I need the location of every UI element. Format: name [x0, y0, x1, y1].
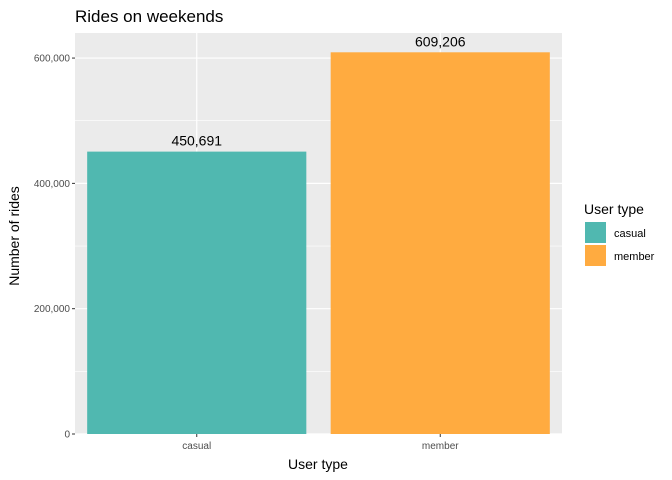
data-label-member: 609,206 [415, 33, 466, 49]
x-tick-label: casual [182, 441, 211, 452]
y-axis-title: Number of rides [6, 186, 22, 286]
legend-key-member [585, 245, 606, 266]
x-axis-title: User type [288, 456, 348, 472]
legend: User type casual member [584, 201, 655, 266]
data-label-casual: 450,691 [171, 133, 222, 149]
x-axis: casual member [182, 434, 459, 452]
bars [87, 52, 550, 434]
legend-label-member: member [614, 251, 655, 263]
legend-key-casual [585, 222, 606, 243]
y-tick-label: 400,000 [34, 179, 71, 190]
x-tick-label: member [422, 441, 459, 452]
chart-title: Rides on weekends [75, 7, 223, 26]
y-tick-label: 200,000 [34, 304, 71, 315]
y-tick-label: 0 [64, 430, 70, 441]
bar-casual [87, 151, 307, 434]
legend-label-casual: casual [614, 228, 646, 240]
data-labels: 450,691 609,206 [171, 33, 465, 148]
y-tick-label: 600,000 [34, 54, 71, 65]
bar-member [330, 52, 550, 434]
y-axis: 0 200,000 400,000 600,000 [34, 54, 75, 441]
legend-title: User type [584, 201, 644, 217]
